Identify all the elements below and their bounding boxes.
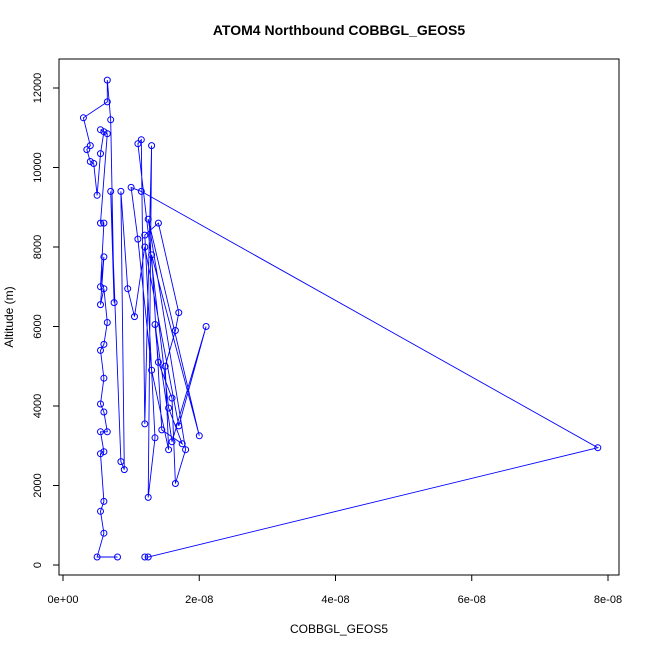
data-point: [144, 493, 152, 501]
plot-frame: [58, 58, 620, 576]
data-point: [127, 183, 135, 191]
data-point: [100, 128, 108, 136]
series-line: [82, 80, 600, 558]
data-point: [594, 444, 602, 452]
data-point: [168, 394, 176, 402]
data-point: [100, 253, 108, 261]
data-point: [144, 215, 152, 223]
y-axis: 0 2000 4000 6000 8000 10000 12000: [32, 73, 60, 568]
data-point: [161, 362, 169, 370]
x-tick-label: 6e-08: [458, 594, 486, 606]
data-point: [100, 374, 108, 382]
data-point: [154, 219, 162, 227]
y-tick-label: 12000: [32, 73, 44, 104]
data-point: [151, 434, 159, 442]
data-point: [158, 426, 166, 434]
data-point: [79, 114, 87, 122]
data-point: [137, 187, 145, 195]
data-point: [103, 130, 111, 138]
y-tick-label: 8000: [32, 235, 44, 259]
series-layer: [79, 76, 602, 561]
data-point: [97, 400, 104, 408]
data-point: [97, 428, 104, 436]
data-point: [103, 98, 111, 106]
data-point: [168, 438, 176, 446]
data-point: [154, 358, 162, 366]
data-point: [171, 480, 179, 487]
data-point: [178, 440, 186, 448]
y-tick-label: 4000: [32, 394, 44, 418]
y-tick-label: 2000: [32, 473, 44, 497]
data-point: [175, 422, 183, 430]
data-point: [100, 285, 108, 293]
data-point: [86, 158, 94, 165]
x-axis-label: COBBGL_GEOS5: [290, 622, 388, 636]
x-tick-label: 8e-08: [594, 594, 622, 606]
data-point: [148, 251, 156, 259]
data-point: [86, 142, 94, 150]
data-point: [100, 529, 108, 537]
y-tick-label: 10000: [32, 152, 44, 183]
data-point: [117, 187, 125, 195]
data-point: [114, 553, 121, 561]
data-point: [148, 142, 156, 150]
data-point: [137, 136, 145, 144]
x-axis: 0e+00 2e-08 4e-08 6e-08 8e-08: [48, 574, 622, 606]
data-point: [165, 446, 173, 454]
data-point: [195, 432, 203, 440]
data-point: [148, 366, 156, 374]
y-tick-label: 6000: [32, 314, 44, 338]
data-point: [97, 126, 104, 134]
y-tick-label: 0: [32, 562, 44, 568]
data-point: [144, 553, 152, 561]
data-point: [134, 140, 142, 148]
data-point: [97, 507, 104, 515]
x-tick-label: 2e-08: [185, 594, 213, 606]
data-point: [103, 319, 111, 326]
data-point: [120, 466, 128, 474]
data-point: [100, 408, 108, 416]
data-point: [97, 346, 104, 354]
data-point: [97, 450, 104, 458]
data-point: [175, 309, 183, 317]
data-point: [151, 321, 159, 328]
data-point: [171, 327, 179, 334]
data-point: [100, 448, 108, 456]
data-point: [124, 285, 132, 293]
data-point: [103, 76, 111, 84]
data-point: [141, 231, 149, 239]
data-point: [100, 219, 108, 227]
data-point: [97, 301, 104, 309]
data-point: [134, 235, 142, 243]
data-point: [202, 323, 210, 330]
data-point: [141, 553, 149, 561]
data-point: [93, 191, 101, 199]
data-point: [90, 160, 98, 167]
x-tick-label: 4e-08: [321, 594, 349, 606]
data-point: [83, 146, 91, 154]
data-point: [117, 458, 125, 466]
data-point: [110, 299, 118, 307]
data-point: [103, 428, 111, 436]
data-point: [182, 446, 190, 454]
data-point: [141, 243, 149, 251]
data-point: [131, 313, 138, 321]
data-point: [141, 420, 149, 428]
data-point: [100, 340, 108, 348]
chart-title: ATOM4 Northbound COBBGL_GEOS5: [213, 22, 465, 38]
y-axis-label: Altitude (m): [2, 286, 16, 347]
data-point: [97, 283, 104, 291]
data-point: [100, 497, 108, 505]
data-point: [165, 404, 173, 412]
data-point: [93, 553, 101, 561]
data-point: [97, 219, 104, 227]
data-point: [107, 116, 115, 124]
x-tick-label: 0e+00: [48, 594, 79, 606]
data-point: [107, 187, 115, 195]
data-point: [97, 150, 104, 158]
